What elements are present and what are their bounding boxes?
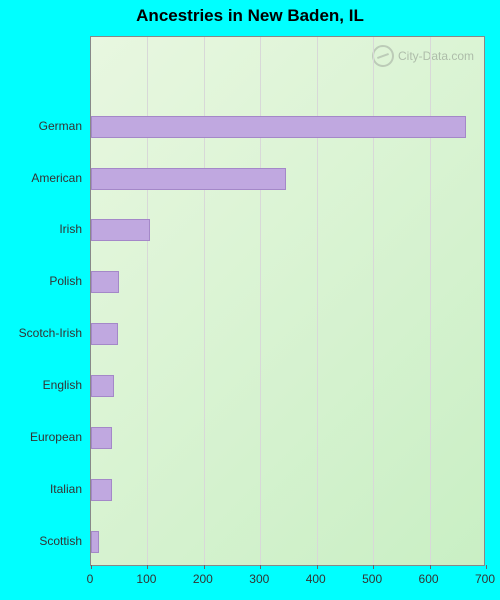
x-tick	[91, 565, 92, 569]
y-tick-label: American	[0, 171, 82, 185]
bar	[91, 271, 119, 293]
bar	[91, 375, 114, 397]
x-tick-label: 300	[249, 572, 269, 586]
y-tick-label: Polish	[0, 274, 82, 288]
plot-area: City-Data.com	[90, 36, 485, 566]
x-tick-label: 100	[136, 572, 156, 586]
y-tick-label: Italian	[0, 482, 82, 496]
x-tick	[486, 565, 487, 569]
x-tick	[373, 565, 374, 569]
globe-icon	[372, 45, 394, 67]
y-tick-label: German	[0, 119, 82, 133]
bar	[91, 479, 112, 501]
y-tick-label: English	[0, 378, 82, 392]
page-root: Ancestries in New Baden, IL City-Data.co…	[0, 0, 500, 600]
x-tick-label: 0	[87, 572, 94, 586]
x-tick-label: 400	[306, 572, 326, 586]
y-tick-label: Scottish	[0, 534, 82, 548]
watermark: City-Data.com	[372, 45, 474, 67]
x-tick	[147, 565, 148, 569]
x-tick-label: 200	[193, 572, 213, 586]
y-tick-label: Scotch-Irish	[0, 326, 82, 340]
x-tick-label: 600	[419, 572, 439, 586]
x-tick	[430, 565, 431, 569]
bar	[91, 116, 466, 138]
bar	[91, 168, 286, 190]
bar	[91, 323, 118, 345]
watermark-text: City-Data.com	[398, 49, 474, 63]
chart-title: Ancestries in New Baden, IL	[0, 6, 500, 26]
x-tick	[317, 565, 318, 569]
x-tick-label: 500	[362, 572, 382, 586]
y-tick-label: Irish	[0, 222, 82, 236]
x-tick	[204, 565, 205, 569]
x-tick	[260, 565, 261, 569]
bar	[91, 427, 112, 449]
bar	[91, 531, 99, 553]
bar	[91, 219, 150, 241]
x-tick-label: 700	[475, 572, 495, 586]
y-tick-label: European	[0, 430, 82, 444]
